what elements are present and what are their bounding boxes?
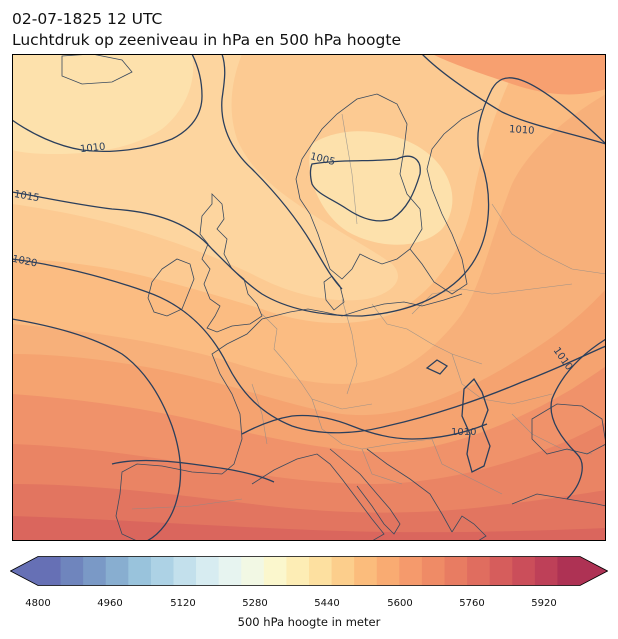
colorbar-tick: 4800 [25,598,51,609]
colorbar-tick: 5760 [459,598,485,609]
isobar-line [12,54,203,153]
isobar-label: 1010 [509,124,535,137]
great-britain-coast [199,193,263,333]
coastlines [61,54,606,541]
colorbar-cell [83,556,107,586]
isobar-line [12,318,182,541]
isobar-line [550,338,606,500]
france-atlantic-coast [211,318,263,475]
isobar-line [12,258,606,434]
colorbar-cell [376,556,400,586]
colorbar-tick: 5920 [531,598,557,609]
colorbar-tick: 5440 [314,598,340,609]
colorbar-cell [467,556,491,586]
colorbar-cell [534,556,558,586]
adriatic-coast [366,448,453,533]
isobar-label: 1015 [13,189,40,204]
colorbar-cell [421,556,445,586]
colorbar-cell [218,556,242,586]
greece-coast [451,515,487,541]
colorbar-outline [10,556,608,586]
map-frame [12,54,606,541]
isobars [12,54,606,541]
isobar-line [12,77,606,317]
continental-coast [261,293,463,320]
map-date-title: 02-07-1825 12 UTC [12,10,163,28]
colorbar [10,556,608,586]
isobar-line [221,54,343,290]
isobar-label: 1020 [12,254,38,270]
isobar-line [421,54,606,145]
colorbar-tick: 4960 [97,598,123,609]
colorbar-cell [128,556,152,586]
colorbar-cell [105,556,129,586]
colorbar-cell [196,556,220,586]
isobar-line [241,414,488,440]
height-band [12,516,606,541]
italy-coast [329,448,401,535]
baltic-coast [409,108,483,295]
colorbar-cell [286,556,310,586]
scandinavia-coast [295,93,423,280]
colorbar-cell [557,556,581,586]
isobar-line [111,459,275,483]
colorbar-extend-high [580,556,608,586]
iberia-coast [115,463,223,541]
colorbar-tick: 5600 [387,598,413,609]
map-subtitle: Luchtdruk op zeeniveau in hPa en 500 hPa… [12,31,401,49]
colorbar-cell [512,556,536,586]
height-band [12,54,194,154]
colorbar-cell [354,556,378,586]
colorbar-cell [399,556,423,586]
colorbar-tick: 5120 [170,598,196,609]
colorbar-cell [241,556,265,586]
colorbar-extend-low [10,556,38,586]
colorbar-cell [444,556,468,586]
isobar-label: 1010 [451,427,476,438]
colorbar-tick: 5280 [242,598,268,609]
colorbar-cell [150,556,174,586]
colorbar-cell [173,556,197,586]
isobar-line [425,359,449,375]
isobar-line [309,155,421,222]
colorbar-label: 500 hPa hoogte in meter [237,615,381,629]
weather-map: 1010 1015 1020 1005 1010 1010 1010 [12,54,606,541]
colorbar-cell [263,556,287,586]
isobar-label: 1010 [80,142,106,156]
colorbar-cell [489,556,513,586]
colorbar-cell [309,556,332,586]
colorbar-cell [60,556,84,586]
height-band [432,54,606,95]
black-sea-coast [531,403,606,455]
colorbar-cell [331,556,355,586]
mediterranean-coast [251,453,385,541]
colorbar-cell [38,556,61,586]
